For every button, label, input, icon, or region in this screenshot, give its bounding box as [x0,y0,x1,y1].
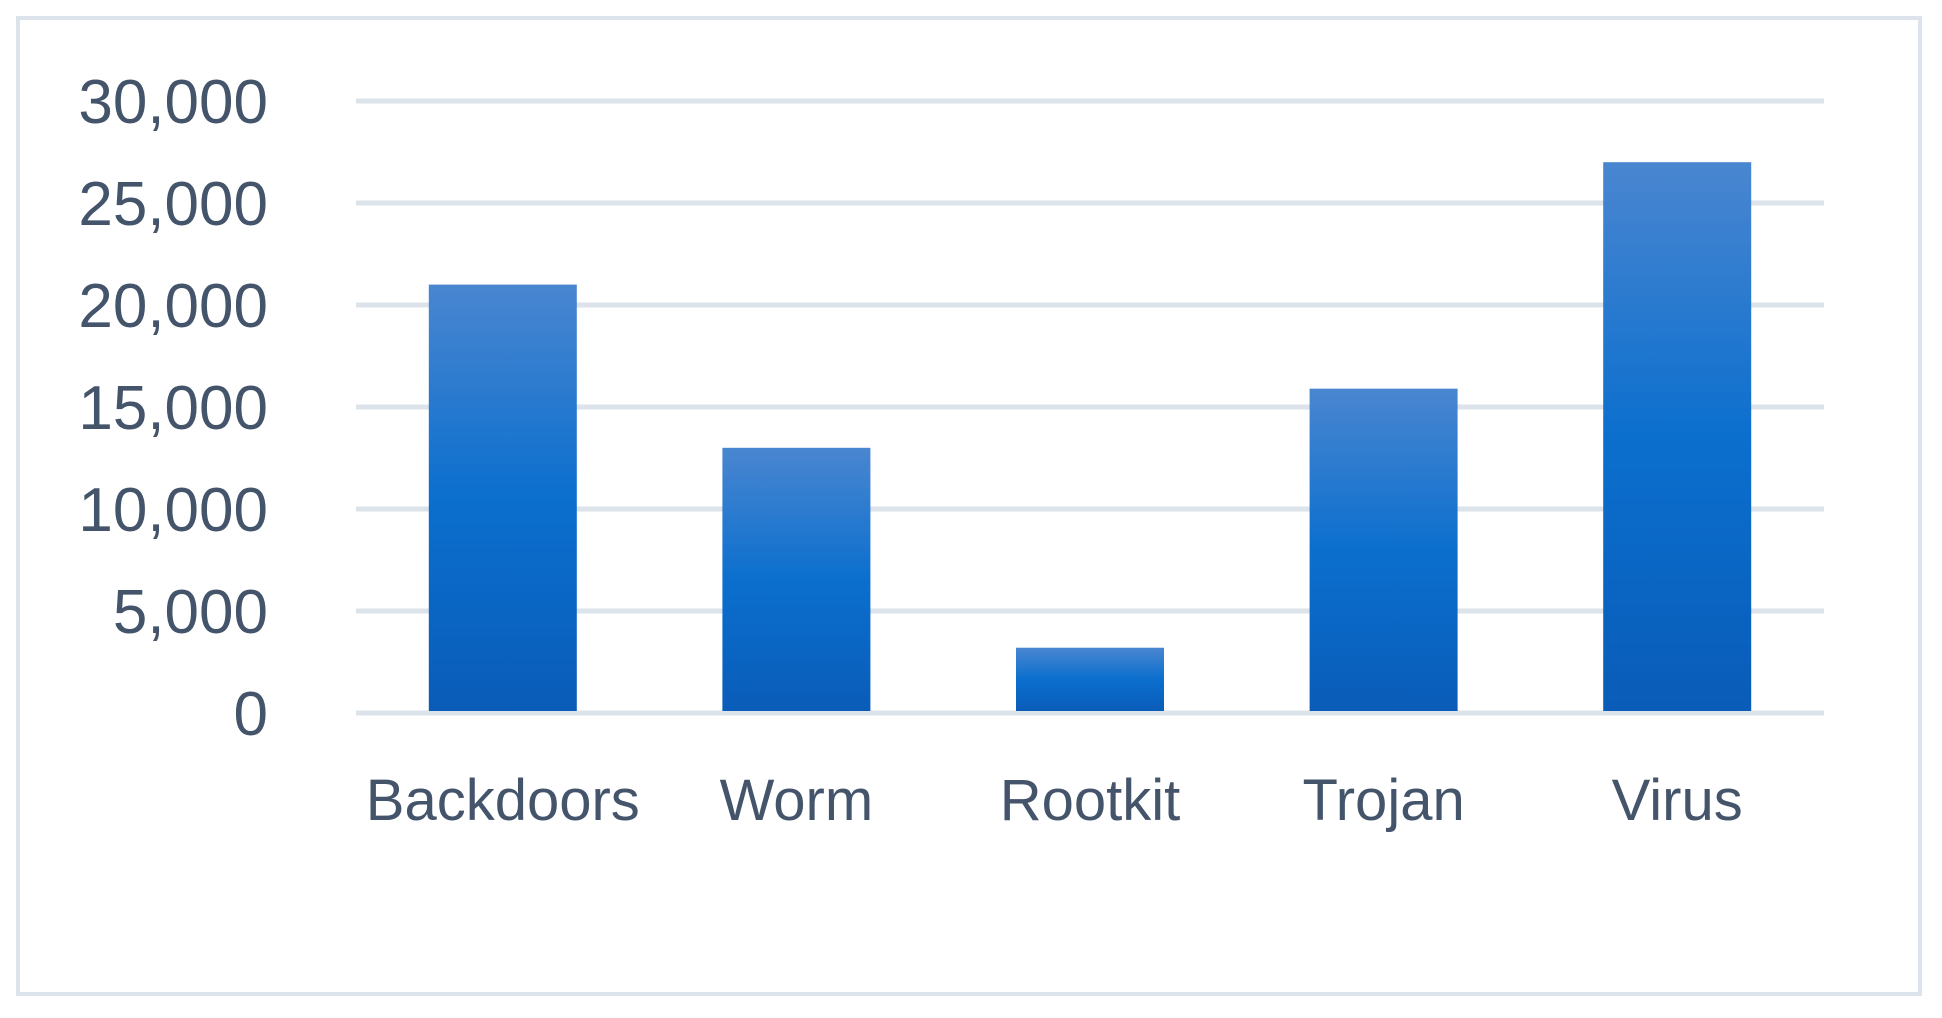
y-tick-label: 15,000 [78,374,268,443]
y-axis-tick-labels: 0 5,000 10,000 15,000 20,000 25,000 30,000 [78,68,268,749]
bars [428,162,1752,711]
x-category-label: Worm [720,768,874,833]
bar-worm [722,447,871,711]
y-tick-label: 10,000 [78,476,268,545]
x-category-label: Rootkit [1000,768,1181,833]
x-category-label: Trojan [1302,768,1464,833]
y-tick-label: 30,000 [78,68,268,137]
x-category-label: Virus [1612,768,1743,833]
x-category-label: Backdoors [366,768,640,833]
bar-rootkit [1016,647,1164,711]
gridlines [356,98,1824,716]
bar-backdoors [428,284,577,711]
y-tick-label: 5,000 [113,578,268,647]
x-axis-category-labels: Backdoors Worm Rootkit Trojan Virus [366,768,1743,833]
y-tick-label: 25,000 [78,170,268,239]
y-tick-label: 0 [234,680,268,749]
bar-virus [1603,162,1752,711]
y-tick-label: 20,000 [78,272,268,341]
bar-trojan [1309,388,1458,711]
